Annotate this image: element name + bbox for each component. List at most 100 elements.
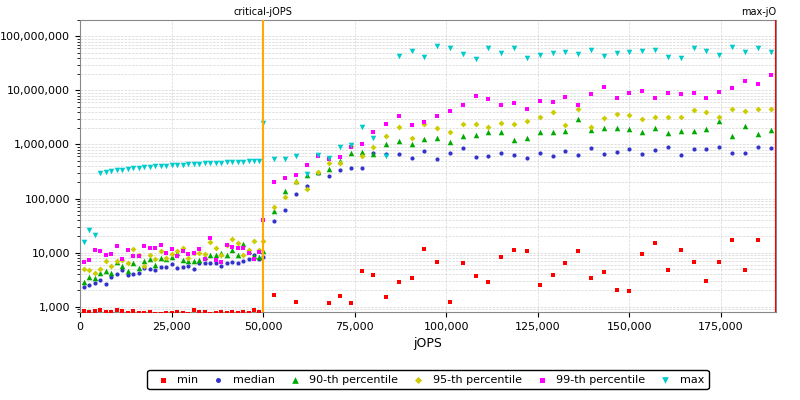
- max: [220, 159, 233, 166]
- 95-th percentile: [713, 114, 726, 120]
- max: [198, 160, 211, 166]
- max: [751, 45, 764, 52]
- median: [143, 266, 156, 272]
- 90-th percentile: [559, 128, 572, 134]
- max: [82, 227, 95, 234]
- min: [242, 310, 255, 316]
- 95-th percentile: [94, 266, 106, 272]
- 95-th percentile: [636, 116, 649, 122]
- min: [482, 278, 495, 285]
- 95-th percentile: [105, 263, 118, 270]
- 99-th percentile: [764, 72, 777, 78]
- max: [546, 49, 559, 56]
- 99-th percentile: [132, 252, 145, 259]
- median: [278, 207, 291, 213]
- median: [253, 256, 266, 262]
- max: [187, 161, 200, 167]
- median: [559, 148, 572, 154]
- 95-th percentile: [572, 106, 585, 112]
- max: [649, 47, 662, 53]
- max: [204, 160, 217, 166]
- 99-th percentile: [231, 245, 244, 252]
- 90-th percentile: [187, 258, 200, 264]
- 99-th percentile: [751, 81, 764, 88]
- 95-th percentile: [366, 143, 379, 150]
- 95-th percentile: [534, 114, 546, 121]
- median: [165, 261, 178, 267]
- 90-th percentile: [508, 136, 521, 143]
- median: [430, 156, 443, 162]
- 95-th percentile: [110, 258, 123, 264]
- 90-th percentile: [237, 241, 250, 248]
- median: [738, 150, 751, 156]
- 90-th percentile: [636, 129, 649, 135]
- min: [456, 260, 469, 266]
- min: [764, 315, 777, 321]
- min: [248, 307, 261, 313]
- median: [764, 145, 777, 151]
- 99-th percentile: [726, 85, 738, 92]
- max: [334, 144, 346, 150]
- 99-th percentile: [209, 257, 222, 263]
- 95-th percentile: [687, 107, 700, 114]
- 95-th percentile: [126, 245, 139, 252]
- 95-th percentile: [154, 248, 167, 254]
- median: [534, 150, 546, 156]
- 95-th percentile: [610, 111, 623, 118]
- max: [738, 49, 751, 55]
- min: [674, 247, 687, 253]
- Legend: min, median, 90-th percentile, 95-th percentile, 99-th percentile, max: min, median, 90-th percentile, 95-th per…: [147, 370, 709, 389]
- 90-th percentile: [149, 262, 162, 268]
- min: [149, 311, 162, 318]
- 90-th percentile: [126, 260, 139, 266]
- max: [559, 49, 572, 56]
- max: [405, 48, 418, 54]
- min: [366, 272, 379, 278]
- min: [237, 309, 250, 316]
- 95-th percentile: [405, 135, 418, 142]
- 95-th percentile: [138, 263, 150, 270]
- 90-th percentile: [198, 254, 211, 260]
- max: [253, 158, 266, 164]
- min: [132, 309, 145, 316]
- 99-th percentile: [82, 256, 95, 263]
- min: [278, 316, 291, 322]
- 90-th percentile: [257, 248, 270, 254]
- 90-th percentile: [430, 135, 443, 142]
- min: [662, 267, 674, 274]
- max: [392, 52, 405, 59]
- median: [110, 271, 123, 278]
- 99-th percentile: [122, 247, 134, 254]
- 99-th percentile: [78, 259, 90, 265]
- min: [78, 308, 90, 315]
- max: [149, 163, 162, 170]
- 95-th percentile: [165, 251, 178, 257]
- Text: critical-jOPS: critical-jOPS: [234, 7, 293, 17]
- 90-th percentile: [418, 136, 430, 142]
- median: [345, 164, 358, 171]
- min: [636, 250, 649, 257]
- median: [322, 173, 335, 179]
- median: [636, 151, 649, 158]
- 95-th percentile: [345, 142, 358, 149]
- 90-th percentile: [220, 252, 233, 258]
- 95-th percentile: [122, 260, 134, 266]
- 99-th percentile: [508, 100, 521, 106]
- median: [713, 144, 726, 150]
- median: [312, 170, 325, 177]
- median: [508, 152, 521, 158]
- min: [187, 307, 200, 314]
- median: [674, 152, 687, 158]
- max: [268, 155, 281, 162]
- 90-th percentile: [176, 257, 189, 263]
- 95-th percentile: [88, 270, 101, 276]
- 90-th percentile: [301, 172, 314, 178]
- median: [290, 191, 302, 197]
- 99-th percentile: [165, 246, 178, 252]
- median: [482, 152, 495, 159]
- 95-th percentile: [176, 245, 189, 252]
- min: [726, 237, 738, 243]
- max: [301, 171, 314, 177]
- min: [610, 286, 623, 293]
- median: [495, 150, 508, 156]
